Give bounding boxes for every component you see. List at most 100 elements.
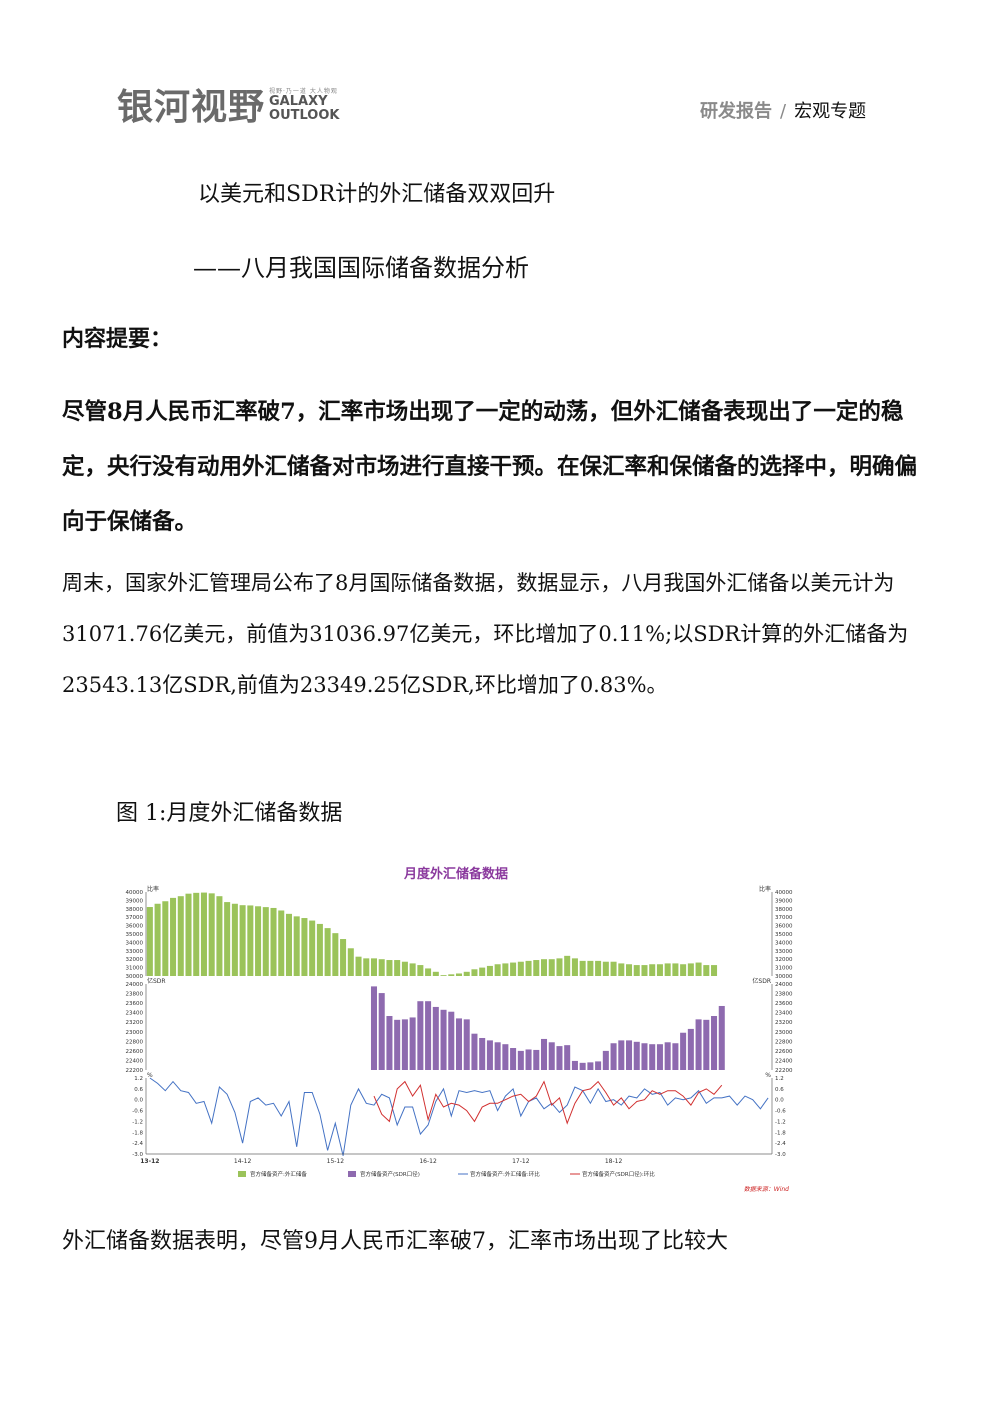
panel2-bar xyxy=(486,1040,493,1070)
logo-galaxy: GALAXY xyxy=(269,93,328,109)
panel3-tick-left: -1.8 xyxy=(132,1130,143,1136)
legend-label-1: 官方储备资产:外汇储备 xyxy=(250,1170,307,1178)
chart-title: 月度外汇储备数据 xyxy=(403,866,508,882)
panel1-tick-right: 35000 xyxy=(775,932,793,938)
panel2-bar xyxy=(656,1044,663,1070)
panel1-bar xyxy=(703,965,710,976)
panel1-tick-left: 30000 xyxy=(126,974,144,980)
x-tick-label: 16-12 xyxy=(419,1158,437,1165)
panel1-bar xyxy=(711,965,718,976)
panel1-tick-right: 30000 xyxy=(775,974,793,980)
panel1-bar xyxy=(193,892,200,976)
panel1-tick-left: 31000 xyxy=(126,966,144,972)
panel1-bar xyxy=(494,964,501,976)
panel1-bar xyxy=(633,965,640,976)
legend-swatch-1 xyxy=(238,1171,246,1177)
panel3-tick-left: -3.0 xyxy=(132,1152,143,1158)
panel1-bar xyxy=(432,971,439,976)
panel1-bar xyxy=(293,916,300,976)
panel1-bar xyxy=(332,933,339,976)
panel1-bar xyxy=(170,897,177,976)
panel1-bar xyxy=(448,974,455,976)
panel1-bar xyxy=(255,906,262,976)
panel2-bar xyxy=(548,1042,555,1070)
panel1-bar xyxy=(216,896,223,976)
panel2-bar xyxy=(425,1001,432,1070)
panel1-bar xyxy=(595,960,602,976)
panel2-bar xyxy=(448,1011,455,1070)
panel1-bar xyxy=(626,964,633,976)
panel3-tick-right: 1.2 xyxy=(775,1076,784,1082)
panel1-unit-left: 比率 xyxy=(147,885,159,893)
panel2-bar xyxy=(463,1019,470,1070)
panel1-bar xyxy=(409,963,416,976)
panel1-unit-right: 比率 xyxy=(759,885,771,893)
legend-swatch-2 xyxy=(348,1171,356,1177)
panel1-bar xyxy=(278,910,285,976)
logo-english: 视野·乃一道 大人物观 GALAXY OUTLOOK xyxy=(269,86,339,123)
panel3-tick-right: -1.8 xyxy=(775,1130,786,1136)
panel1-bar xyxy=(162,901,169,976)
series-line-1 xyxy=(149,1077,769,1156)
panel2-bar xyxy=(556,1046,563,1070)
panel1-tick-right: 38000 xyxy=(775,907,793,913)
panel1-bar xyxy=(239,905,246,976)
panel1-bar xyxy=(579,960,586,976)
panel2-tick-right: 22800 xyxy=(775,1039,793,1045)
panel3-unit-right: % xyxy=(765,1072,771,1079)
panel2-tick-left: 23600 xyxy=(126,1001,144,1007)
panel2-bar xyxy=(687,1028,694,1070)
panel1-bar xyxy=(370,958,378,976)
panel2-bar xyxy=(695,1019,702,1070)
panel2-tick-right: 22400 xyxy=(775,1058,793,1064)
panel3-tick-left: 0.6 xyxy=(134,1087,143,1093)
panel2-bar xyxy=(370,986,378,1070)
panel1-bar xyxy=(517,961,524,976)
panel2-bar xyxy=(394,1019,401,1070)
panel1-bar xyxy=(401,961,408,976)
panel1-bar xyxy=(340,939,347,976)
x-tick-label: 13-12 xyxy=(140,1158,159,1165)
panel2-unit-left: 亿SDR xyxy=(147,977,166,985)
panel2-tick-right: 22200 xyxy=(775,1068,793,1074)
panel1-bar xyxy=(363,958,370,976)
panel1-bar xyxy=(285,913,292,976)
panel1-bar xyxy=(502,963,509,976)
panel2-bar xyxy=(711,1016,718,1070)
series-line-2 xyxy=(373,1080,723,1125)
panel1-bar xyxy=(510,962,517,976)
legend-label-3: 官方储备资产:外汇储备:环比 xyxy=(470,1170,540,1178)
panel1-tick-left: 33000 xyxy=(126,949,144,955)
panel1-bar xyxy=(479,967,486,976)
panel2-bar xyxy=(680,1032,687,1070)
panel2-tick-right: 23000 xyxy=(775,1030,793,1036)
logo-chinese: 银河视野 xyxy=(117,87,266,128)
panel1-bar xyxy=(610,961,617,976)
panel2-tick-left: 22600 xyxy=(126,1049,144,1055)
panel2-bar xyxy=(455,1018,463,1070)
panel2-bar xyxy=(703,1019,710,1070)
panel2-bar xyxy=(417,1001,424,1070)
panel2-bar xyxy=(664,1042,671,1070)
panel2-bar xyxy=(378,993,385,1070)
panel1-bar xyxy=(556,958,563,976)
panel1-bar xyxy=(440,975,447,976)
panel2-tick-left: 22200 xyxy=(126,1068,144,1074)
panel2-tick-left: 23800 xyxy=(126,992,144,998)
panel1-bar xyxy=(425,968,432,976)
panel1-bar xyxy=(270,907,277,976)
panel1-bar xyxy=(394,960,401,976)
panel2-bar xyxy=(494,1042,501,1070)
logo-outlook: OUTLOOK xyxy=(269,107,340,123)
panel2-tick-left: 23400 xyxy=(126,1011,144,1017)
panel2-tick-right: 23800 xyxy=(775,992,793,998)
report-title: 以美元和SDR计的外汇储备双双回升 xyxy=(198,182,556,207)
panel1-tick-right: 32000 xyxy=(775,957,793,963)
legend-label-2: 官方储备资产(SDR口径) xyxy=(360,1170,420,1178)
panel1-bar xyxy=(231,903,238,976)
panel2-bar xyxy=(409,1017,416,1070)
x-tick-label: 14-12 xyxy=(234,1158,252,1165)
panel1-bar xyxy=(525,960,532,976)
panel1-tick-right: 33000 xyxy=(775,949,793,955)
panel2-bar xyxy=(533,1049,540,1070)
